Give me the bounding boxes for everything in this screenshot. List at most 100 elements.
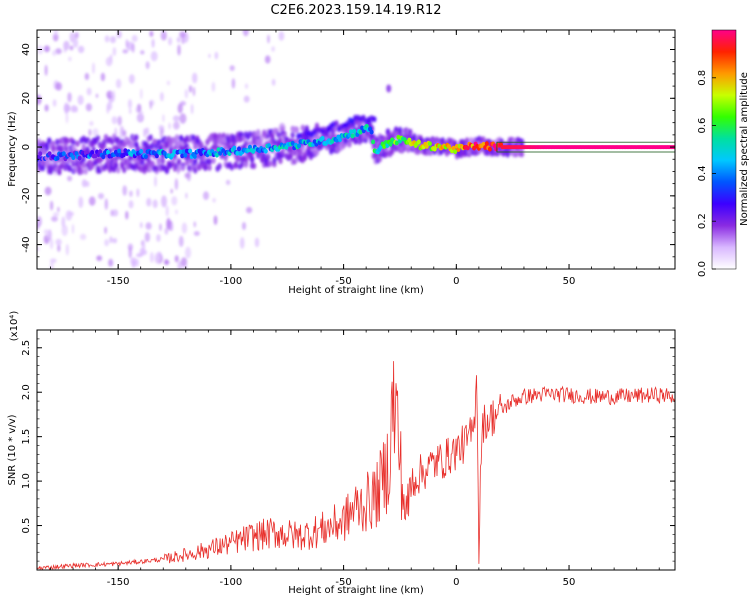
- heatmap-noise-blob: [115, 78, 122, 89]
- heatmap-branch-blob: [361, 114, 366, 121]
- heatmap-noise-blob: [122, 49, 129, 54]
- heatmap-noise-blob: [150, 51, 158, 62]
- heatmap-noise-blob: [70, 105, 78, 113]
- heatmap-band-blob: [256, 129, 261, 136]
- heatmap-noise-blob: [193, 221, 196, 228]
- heatmap-noise-blob: [129, 190, 133, 197]
- heatmap-noise-blob: [67, 175, 73, 182]
- spectrogram-ytick-label: 40: [21, 43, 32, 56]
- heatmap-ridge-cell: [106, 149, 110, 155]
- heatmap-band-blob: [481, 136, 486, 143]
- heatmap-ridge-cell: [61, 151, 66, 157]
- heatmap-band-blob: [300, 144, 305, 152]
- heatmap-ridge-cell: [396, 134, 401, 140]
- heatmap-band-blob: [288, 153, 293, 160]
- heatmap-noise-blob: [112, 209, 119, 217]
- heatmap-noise-blob: [53, 30, 58, 36]
- heatmap-band-blob: [105, 160, 111, 167]
- heatmap-band-blob: [239, 161, 245, 168]
- spectrogram-ylabel: Frequency (Hz): [7, 111, 18, 187]
- heatmap-ridge-cell: [290, 140, 295, 146]
- heatmap-ridge-cell: [216, 147, 221, 153]
- heatmap-band-blob: [164, 142, 170, 149]
- heatmap-noise-blob: [135, 107, 138, 113]
- heatmap-band-blob: [101, 139, 107, 146]
- heatmap-noise-blob: [179, 31, 186, 38]
- heatmap-noise-blob: [95, 93, 99, 98]
- heatmap-ridge-cell: [394, 140, 399, 146]
- heatmap-noise-blob: [193, 231, 200, 236]
- heatmap-band-blob: [184, 159, 190, 166]
- spectrogram-xlabel: Height of straight line (km): [288, 285, 424, 296]
- heatmap-noise-blob: [180, 257, 188, 267]
- heatmap-band-blob: [247, 131, 253, 138]
- spectrogram-plot-frame: [36, 29, 676, 270]
- heatmap-noise-blob: [184, 172, 190, 179]
- heatmap-noise-blob: [55, 238, 62, 246]
- heatmap-noise-blob: [116, 30, 122, 39]
- heatmap-noise-blob: [52, 33, 59, 42]
- heatmap-ridge-cell: [115, 152, 120, 158]
- heatmap-noise-blob: [151, 38, 155, 48]
- heatmap-ridge-cell: [251, 149, 256, 154]
- heatmap-noise-blob: [84, 72, 90, 81]
- heatmap-ridge-cell: [369, 129, 374, 135]
- heatmap-noise-blob: [168, 122, 171, 130]
- heatmap-ridge-cell: [487, 146, 492, 152]
- heatmap-noise-blob: [77, 95, 84, 105]
- snr-xtick-label: 50: [563, 577, 576, 588]
- heatmap-band-blob: [251, 162, 257, 170]
- heatmap-noise-blob: [171, 196, 178, 206]
- heatmap-band-blob: [160, 157, 165, 165]
- heatmap-band-blob: [51, 145, 56, 152]
- heatmap-band-blob: [44, 145, 50, 152]
- heatmap-band-blob: [318, 143, 324, 151]
- heatmap-noise-blob: [164, 227, 169, 235]
- heatmap-noise-blob: [244, 83, 249, 89]
- heatmap-noise-blob: [44, 186, 52, 196]
- heatmap-band-blob: [201, 155, 206, 162]
- heatmap-ridge-cell: [47, 151, 52, 157]
- heatmap-noise-blob: [159, 223, 162, 231]
- heatmap-band-blob: [290, 131, 295, 139]
- heatmap-noise-blob: [80, 233, 87, 240]
- heatmap-ridge-cell: [484, 141, 489, 147]
- heatmap-noise-blob: [164, 259, 169, 266]
- heatmap-noise-blob: [128, 74, 135, 84]
- snr-xlabel: Height of straight line (km): [288, 585, 424, 596]
- heatmap-noise-blob: [44, 64, 48, 76]
- heatmap-noise-blob: [130, 257, 137, 265]
- colorbar-tick-label: 0.0: [697, 261, 708, 277]
- heatmap-band-blob: [272, 157, 277, 164]
- heatmap-ridge-cell: [183, 152, 188, 158]
- heatmap-noise-blob: [88, 196, 96, 206]
- heatmap-ridge-cell: [235, 150, 240, 156]
- heatmap-band-blob: [140, 158, 145, 166]
- heatmap-noise-blob: [149, 251, 154, 263]
- heatmap-ridge-cell: [154, 153, 159, 159]
- heatmap-noise-blob: [111, 116, 118, 125]
- heatmap-band-blob: [389, 148, 395, 155]
- heatmap-band-blob: [278, 157, 283, 165]
- heatmap-ridge-cell: [465, 145, 470, 151]
- colorbar-tick-label: 0.6: [697, 118, 708, 134]
- heatmap-noise-blob: [57, 206, 60, 213]
- heatmap-noise-blob: [51, 216, 58, 222]
- heatmap-band-blob: [109, 138, 115, 145]
- heatmap-ridge-cell: [232, 145, 237, 151]
- heatmap-noise-blob: [74, 32, 79, 39]
- heatmap-noise-blob: [170, 188, 173, 194]
- heatmap-ridge-cell: [483, 145, 488, 150]
- spectrogram-xtick-label: -100: [220, 276, 243, 287]
- heatmap-band-blob: [221, 137, 226, 144]
- heatmap-band-blob: [142, 148, 147, 155]
- heatmap-noise-blob: [96, 255, 103, 261]
- heatmap-branch-blob: [345, 121, 350, 128]
- snr-panel: -150 -100 -50 0 50 0.5 1.0 1.5 2.0 2.5 SNR (10 * …: [7, 311, 676, 596]
- heatmap-noise-blob: [128, 99, 132, 109]
- heatmap-noise-blob: [125, 210, 129, 220]
- heatmap-noise-blob: [138, 115, 143, 122]
- heatmap-ridge-cell: [407, 137, 412, 143]
- heatmap-noise-blob: [55, 48, 62, 55]
- heatmap-band-blob: [347, 141, 352, 148]
